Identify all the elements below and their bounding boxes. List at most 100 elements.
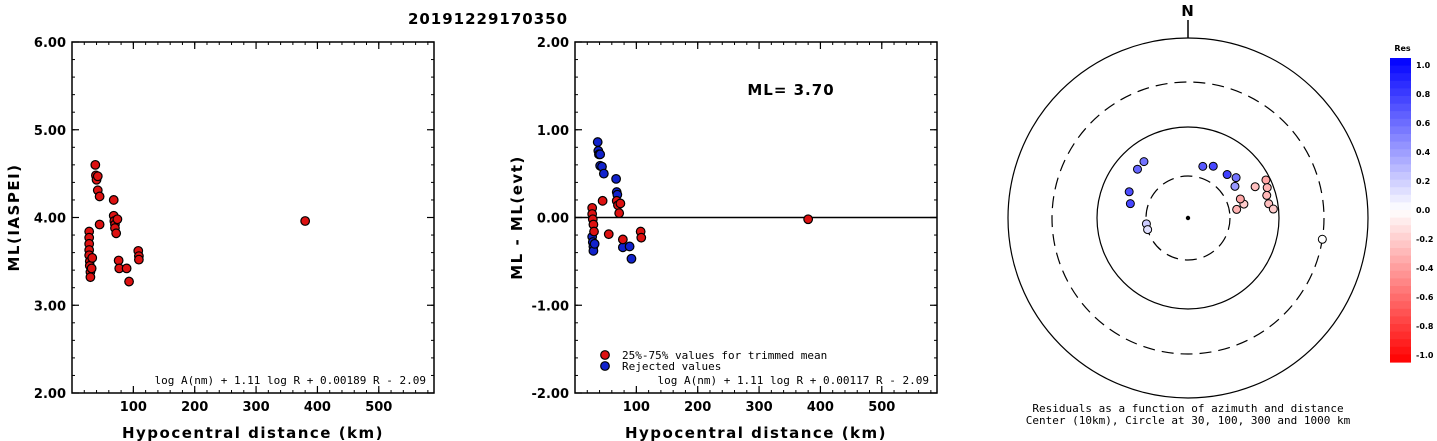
colorbar-segment xyxy=(1390,354,1411,363)
colorbar-tick-label: -0.6 xyxy=(1416,293,1434,302)
station-point xyxy=(1132,164,1142,174)
colorbar-tick-label: -0.4 xyxy=(1416,264,1434,273)
colorbar-segment xyxy=(1390,240,1411,249)
residual-vs-distance-plot: -2.00 -1.00 0.00 1.00 2.00 100 200 300 400 500 Hyp… xyxy=(508,36,938,441)
y-tick-label: 3.00 xyxy=(34,299,66,314)
station-point xyxy=(1143,225,1153,235)
legend-label-rejected: Rejected values xyxy=(622,360,721,373)
x-tick-label: 200 xyxy=(181,400,208,415)
x-tick-label: 400 xyxy=(304,400,331,415)
data-point xyxy=(121,263,132,274)
azimuth-residual-plot: N Residuals as a function of azimuth and … xyxy=(1007,2,1369,427)
x-tick-label: 300 xyxy=(745,400,772,415)
data-point xyxy=(86,263,97,274)
colorbar-segment xyxy=(1390,179,1411,188)
distance-ring xyxy=(1096,126,1280,310)
data-point xyxy=(92,171,103,182)
colorbar-segment xyxy=(1390,232,1411,241)
data-point xyxy=(133,254,144,265)
trimmed-point xyxy=(589,226,599,237)
colorbar-segment xyxy=(1390,339,1411,348)
y-tick-label: 5.00 xyxy=(34,124,66,139)
legend-marker-rejected xyxy=(600,361,610,371)
plot-frame xyxy=(71,41,435,394)
data-point xyxy=(300,216,311,226)
colorbar-segment xyxy=(1390,293,1411,302)
formula-text: log A(nm) + 1.11 log R + 0.00189 R - 2.0… xyxy=(154,374,426,387)
x-tick-label: 200 xyxy=(684,400,711,415)
colorbar-tick-label: 0.0 xyxy=(1416,206,1431,215)
station-point xyxy=(1231,173,1241,183)
colorbar-segment xyxy=(1390,96,1411,105)
figure-title: 20191229170350 xyxy=(408,10,568,28)
station-point xyxy=(1230,181,1240,191)
colorbar-segment xyxy=(1390,65,1411,74)
x-tick-label: 300 xyxy=(242,400,269,415)
y-tick-label: 2.00 xyxy=(537,36,569,51)
colorbar-segment xyxy=(1390,80,1411,89)
colorbar-segment xyxy=(1390,316,1411,325)
distance-ring xyxy=(1145,175,1231,261)
residual-colorbar: Res 1.0 0.8 0.6 0.4 0.2 0.0 -0.2 -0.4 -0.6 -0.8 -1.… xyxy=(1390,44,1434,363)
colorbar-segment xyxy=(1390,308,1411,317)
colorbar-segment xyxy=(1390,134,1411,143)
trimmed-point xyxy=(617,234,628,245)
colorbar-tick-label: -1.0 xyxy=(1416,351,1434,360)
rejected-point xyxy=(595,149,606,160)
caption-line-1: Residuals as a function of azimuth and d… xyxy=(1032,402,1343,415)
y-tick-label: 1.00 xyxy=(537,124,569,139)
y-tick-label: 0.00 xyxy=(537,212,569,227)
colorbar-segment xyxy=(1390,73,1411,82)
north-label: N xyxy=(1181,2,1195,20)
station-point xyxy=(1268,204,1278,214)
colorbar-segment xyxy=(1390,278,1411,287)
station-point xyxy=(1124,187,1134,197)
colorbar-segment xyxy=(1390,164,1411,173)
ml-annotation: ML= 3.70 xyxy=(747,81,834,99)
x-tick-label: 100 xyxy=(623,400,650,415)
colorbar-segment xyxy=(1390,248,1411,257)
rejected-point xyxy=(624,241,635,252)
station-point xyxy=(1317,234,1327,244)
colorbar-tick-label: -0.2 xyxy=(1416,235,1434,244)
station-point xyxy=(1250,182,1260,192)
x-tick-label: 500 xyxy=(868,400,895,415)
y-tick-label: -2.00 xyxy=(532,387,569,402)
station-point xyxy=(1208,161,1218,171)
data-point xyxy=(94,219,105,230)
trimmed-point xyxy=(636,232,647,243)
x-axis-label: Hypocentral distance (km) xyxy=(625,424,887,441)
y-axis-label: ML - ML(evt) xyxy=(508,155,526,279)
colorbar-segment xyxy=(1390,149,1411,158)
colorbar-segment xyxy=(1390,301,1411,310)
data-point xyxy=(94,191,105,202)
station-point xyxy=(1222,170,1232,180)
colorbar-segment xyxy=(1390,331,1411,340)
colorbar-segment xyxy=(1390,141,1411,150)
legend-marker-trimmed xyxy=(600,350,610,360)
station-point xyxy=(1262,190,1272,200)
x-axis-label: Hypocentral distance (km) xyxy=(122,424,384,441)
station-point xyxy=(1262,183,1272,193)
distance-ring xyxy=(1051,81,1325,355)
station-point xyxy=(1235,194,1245,204)
colorbar-segment xyxy=(1390,324,1411,333)
colorbar-segment xyxy=(1390,156,1411,165)
y-tick-label: -1.00 xyxy=(532,299,569,314)
data-point xyxy=(108,195,119,205)
colorbar-segment xyxy=(1390,210,1411,219)
station-point xyxy=(1261,175,1271,185)
x-tick-label: 400 xyxy=(807,400,834,415)
center-point xyxy=(1185,215,1191,221)
trimmed-point xyxy=(603,229,614,240)
colorbar-segment xyxy=(1390,126,1411,135)
legend-label-trimmed: 25%-75% values for trimmed mean xyxy=(622,349,827,362)
colorbar-segment xyxy=(1390,217,1411,226)
colorbar-tick-label: -0.8 xyxy=(1416,322,1434,331)
rejected-point xyxy=(592,137,603,147)
data-point xyxy=(87,252,98,263)
colorbar-tick-label: 0.8 xyxy=(1416,90,1431,99)
data-point xyxy=(85,272,96,283)
colorbar-tick-label: 1.0 xyxy=(1416,61,1431,70)
